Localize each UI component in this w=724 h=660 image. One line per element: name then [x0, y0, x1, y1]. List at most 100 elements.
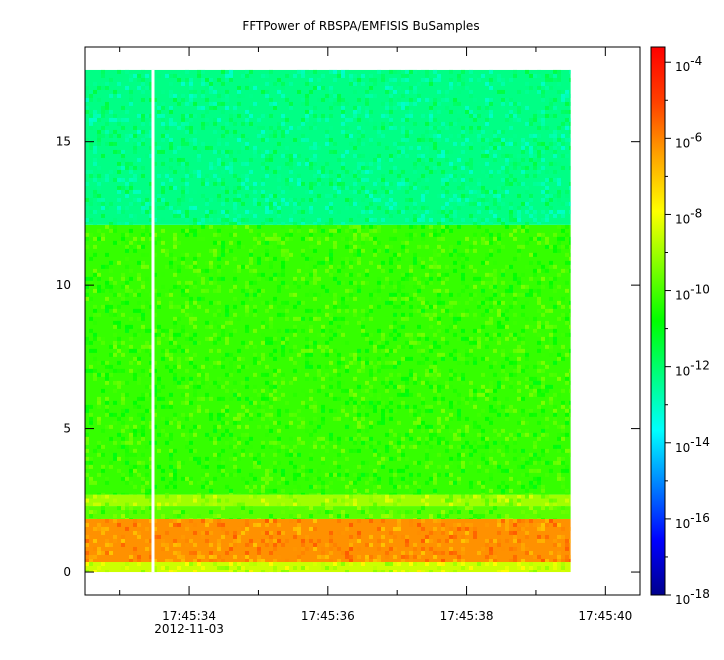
spectrogram-cell [465, 440, 469, 445]
spectrogram-cell [149, 510, 153, 515]
spectrogram-cell [401, 125, 405, 130]
spectrogram-cell [189, 538, 193, 543]
spectrogram-cell [497, 400, 501, 405]
spectrogram-cell [529, 252, 533, 257]
spectrogram-cell [85, 105, 89, 110]
spectrogram-cell [337, 440, 341, 445]
spectrogram-cell [513, 518, 517, 523]
spectrogram-cell [401, 534, 405, 539]
spectrogram-cell [425, 372, 429, 377]
spectrogram-cell [409, 558, 413, 563]
spectrogram-cell [521, 312, 525, 317]
spectrogram-cell [261, 165, 265, 170]
spectrogram-cell [377, 224, 381, 229]
spectrogram-cell [405, 149, 409, 154]
spectrogram-cell [485, 494, 489, 499]
spectrogram-cell [265, 81, 269, 86]
spectrogram-cell [285, 177, 289, 182]
spectrogram-cell [145, 153, 149, 158]
spectrogram-cell [245, 518, 249, 519]
spectrogram-cell [157, 304, 161, 309]
spectrogram-cell [281, 129, 285, 134]
spectrogram-cell [325, 324, 329, 329]
spectrogram-cell [561, 476, 565, 481]
spectrogram-cell [401, 570, 405, 573]
spectrogram-cell [429, 364, 433, 369]
spectrogram-cell [369, 476, 373, 481]
spectrogram-cell [189, 510, 193, 515]
spectrogram-cell [321, 550, 325, 555]
spectrogram-cell [121, 566, 125, 571]
spectrogram-cell [209, 105, 213, 110]
spectrogram-cell [405, 380, 409, 385]
spectrogram-cell [405, 456, 409, 461]
spectrogram-cell [485, 300, 489, 305]
spectrogram-cell [401, 356, 405, 361]
spectrogram-cell [513, 320, 517, 325]
spectrogram-cell [513, 232, 517, 237]
spectrogram-cell [493, 284, 497, 289]
spectrogram-cell [117, 117, 121, 122]
spectrogram-cell [273, 340, 277, 345]
spectrogram-cell [265, 492, 269, 495]
spectrogram-cell [561, 248, 565, 253]
spectrogram-cell [309, 340, 313, 345]
spectrogram-cell [209, 412, 213, 417]
spectrogram-cell [293, 494, 297, 499]
spectrogram-cell [277, 304, 281, 309]
spectrogram-cell [269, 416, 273, 421]
spectrogram-cell [405, 554, 409, 559]
spectrogram-cell [369, 384, 373, 389]
spectrogram-cell [385, 145, 389, 150]
spectrogram-cell [501, 468, 505, 473]
spectrogram-cell [233, 312, 237, 317]
spectrogram-cell [429, 436, 433, 441]
spectrogram-cell [393, 284, 397, 289]
spectrogram-cell [381, 77, 385, 82]
spectrogram-cell [101, 288, 105, 293]
spectrogram-cell [265, 488, 269, 493]
spectrogram-cell [165, 558, 169, 563]
spectrogram-cell [549, 113, 553, 118]
spectrogram-cell [301, 252, 305, 257]
spectrogram-cell [453, 268, 457, 273]
spectrogram-cell [285, 480, 289, 485]
spectrogram-cell [369, 344, 373, 349]
spectrogram-cell [105, 480, 109, 485]
spectrogram-cell [521, 558, 525, 563]
spectrogram-cell [329, 444, 333, 449]
spectrogram-cell [417, 518, 421, 519]
spectrogram-cell [101, 336, 105, 341]
spectrogram-cell [297, 408, 301, 413]
spectrogram-cell [397, 360, 401, 365]
spectrogram-cell [109, 93, 113, 98]
spectrogram-cell [557, 534, 561, 539]
spectrogram-cell [109, 372, 113, 377]
spectrogram-cell [365, 93, 369, 98]
spectrogram-cell [533, 157, 537, 162]
spectrogram-cell [185, 288, 189, 293]
spectrogram-cell [377, 460, 381, 465]
spectrogram-cell [181, 81, 185, 86]
spectrogram-cell [481, 324, 485, 329]
spectrogram-cell [437, 125, 441, 130]
spectrogram-cell [417, 81, 421, 86]
spectrogram-cell [349, 73, 353, 78]
spectrogram-cell [201, 105, 205, 110]
spectrogram-cell [365, 388, 369, 393]
spectrogram-cell [113, 514, 117, 519]
spectrogram-cell [457, 157, 461, 162]
spectrogram-cell [409, 368, 413, 373]
spectrogram-cell [569, 332, 571, 337]
spectrogram-cell [289, 328, 293, 333]
spectrogram-cell [345, 304, 349, 309]
spectrogram-cell [273, 468, 277, 473]
spectrogram-cell [281, 304, 285, 309]
spectrogram-cell [301, 73, 305, 78]
spectrogram-cell [133, 502, 137, 507]
spectrogram-cell [141, 244, 145, 249]
spectrogram-cell [385, 352, 389, 357]
spectrogram-cell [289, 228, 293, 233]
spectrogram-cell [177, 460, 181, 465]
spectrogram-cell [245, 284, 249, 289]
